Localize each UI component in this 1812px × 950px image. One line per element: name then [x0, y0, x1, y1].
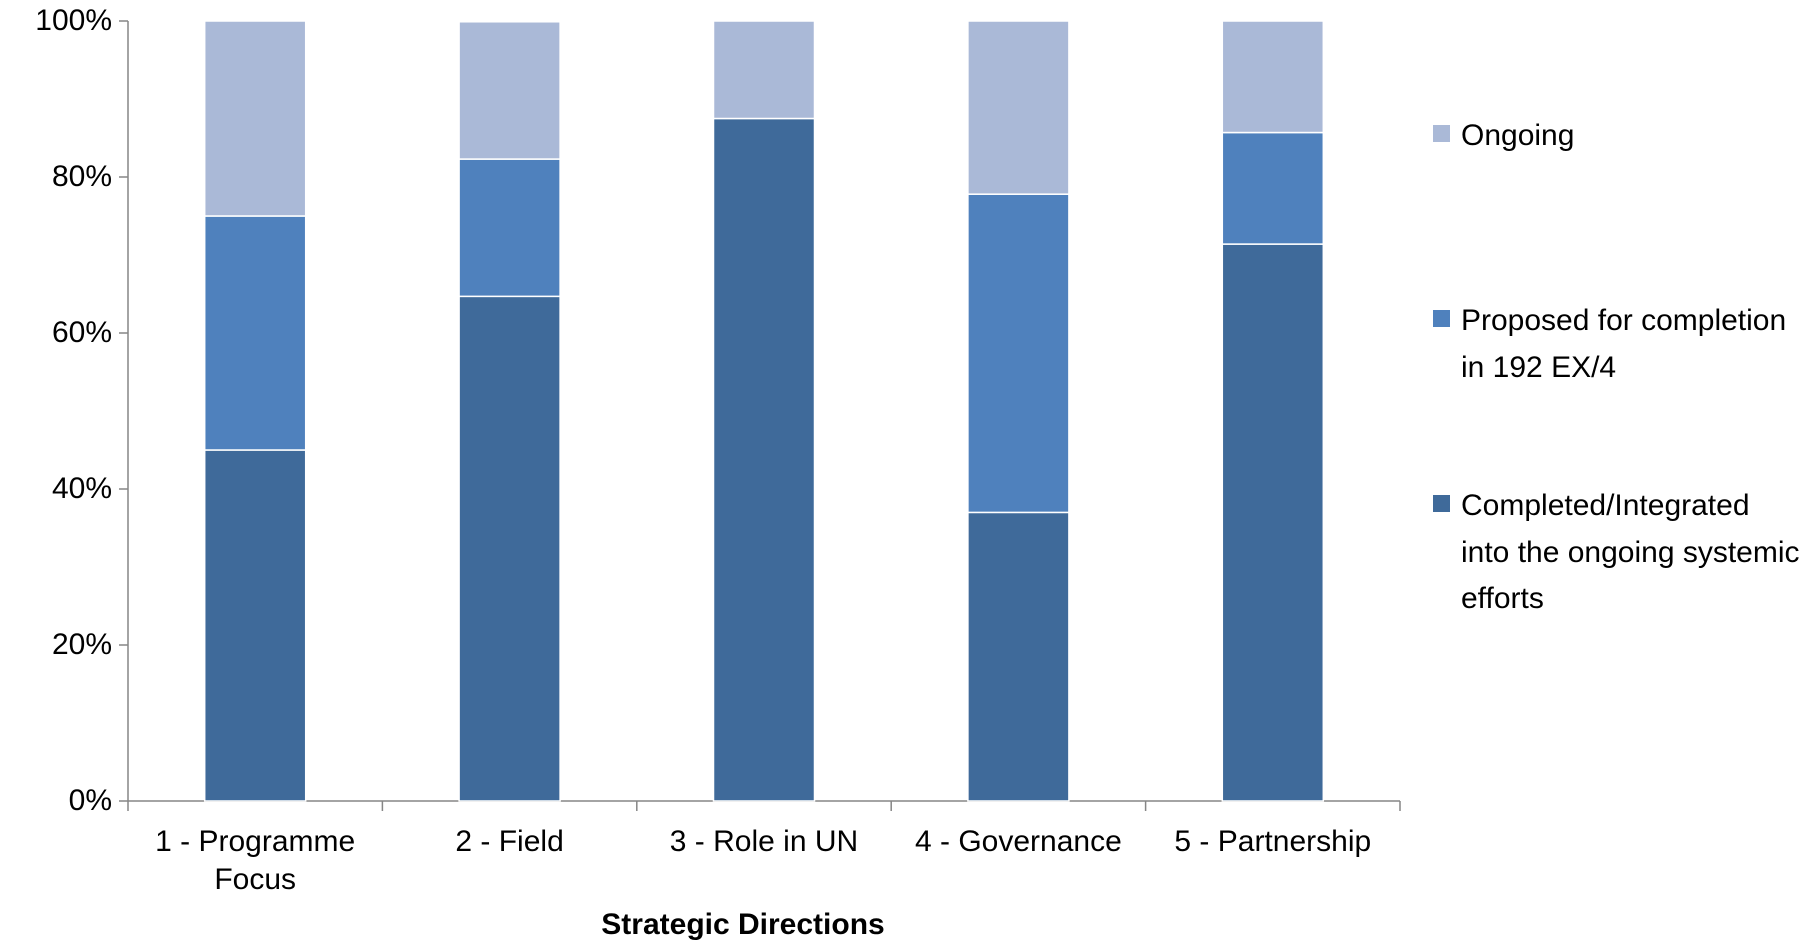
legend-label: Ongoing	[1461, 119, 1575, 152]
bar-segment	[203, 215, 307, 451]
bar-segment	[712, 117, 816, 802]
x-tick-label: 5 - Partnership	[1174, 825, 1372, 858]
bar-segment	[1221, 243, 1325, 802]
y-tick-label: 0%	[68, 784, 112, 817]
bar-segment	[712, 20, 816, 120]
bar-segment	[203, 449, 307, 802]
y-tick-label: 80%	[51, 160, 112, 193]
y-tick-label: 40%	[51, 472, 112, 505]
legend-swatch	[1433, 495, 1450, 512]
legend-label: Proposed for completion in 192 EX/4	[1461, 304, 1787, 384]
y-tick-label: 20%	[51, 628, 112, 661]
x-tick-label: 1 - Programme Focus	[155, 825, 356, 896]
bar-segment	[458, 158, 561, 298]
bar-segment	[458, 21, 561, 160]
legend-swatch	[1433, 310, 1450, 327]
bar-segment	[458, 295, 561, 802]
legend-swatch	[1433, 125, 1450, 142]
x-tick-label: 4 - Governance	[914, 825, 1122, 858]
x-axis-title: Strategic Directions	[601, 908, 885, 941]
bar-segment	[967, 193, 1070, 514]
y-tick-label: 60%	[51, 316, 112, 349]
y-tick-label: 100%	[35, 4, 112, 37]
bar-segment	[203, 20, 307, 217]
bar-segment	[967, 511, 1070, 802]
bar-segment	[967, 20, 1070, 195]
x-tick-label: 2 - Field	[455, 825, 564, 858]
x-tick-label: 3 - Role in UN	[669, 825, 859, 858]
legend-label: Completed/Integrated into the ongoing sy…	[1461, 489, 1800, 615]
bar-segment	[1221, 20, 1325, 134]
bar-segment	[1221, 131, 1325, 245]
